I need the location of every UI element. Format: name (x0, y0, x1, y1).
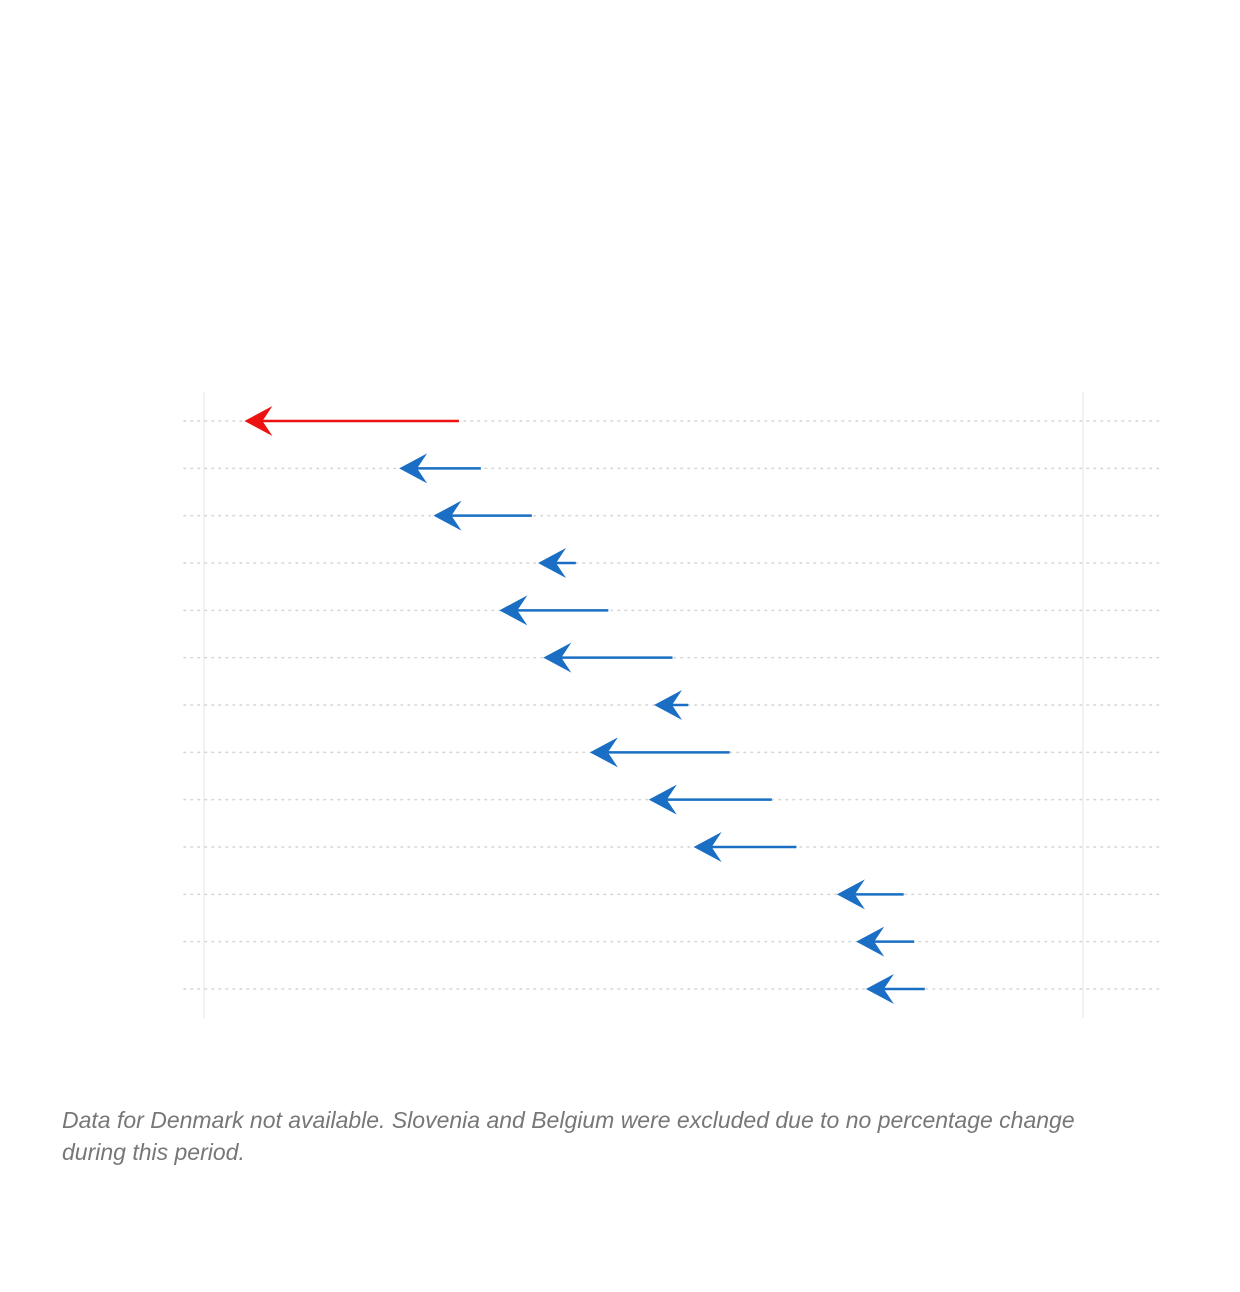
arrow-mark (399, 453, 481, 484)
arrow-head (433, 500, 462, 531)
arrow-mark (244, 406, 459, 436)
arrow-mark (433, 500, 532, 531)
arrow-mark (648, 784, 772, 815)
arrow-head (648, 784, 677, 815)
arrow-head (399, 453, 428, 484)
arrow-head (538, 548, 567, 578)
arrow-mark (654, 690, 689, 720)
arrow-head (865, 974, 894, 1004)
arrow-head (654, 690, 683, 720)
arrow-head (836, 879, 865, 910)
arrow-head (499, 595, 528, 626)
arrow-mark (499, 595, 609, 626)
arrow-head (543, 642, 572, 673)
arrow-mark (856, 926, 915, 957)
arrow-head (589, 737, 618, 768)
arrow-mark (693, 832, 797, 862)
arrow-mark (538, 548, 576, 578)
arrows (244, 406, 925, 1004)
arrow-head (693, 832, 722, 862)
footnote: Data for Denmark not available. Slovenia… (62, 1107, 1075, 1165)
arrow-mark (865, 974, 925, 1004)
arrow-mark (543, 642, 673, 673)
arrow-mark (589, 737, 730, 768)
arrow-mark (836, 879, 904, 910)
arrow-head (244, 406, 273, 436)
arrow-head (856, 926, 885, 957)
